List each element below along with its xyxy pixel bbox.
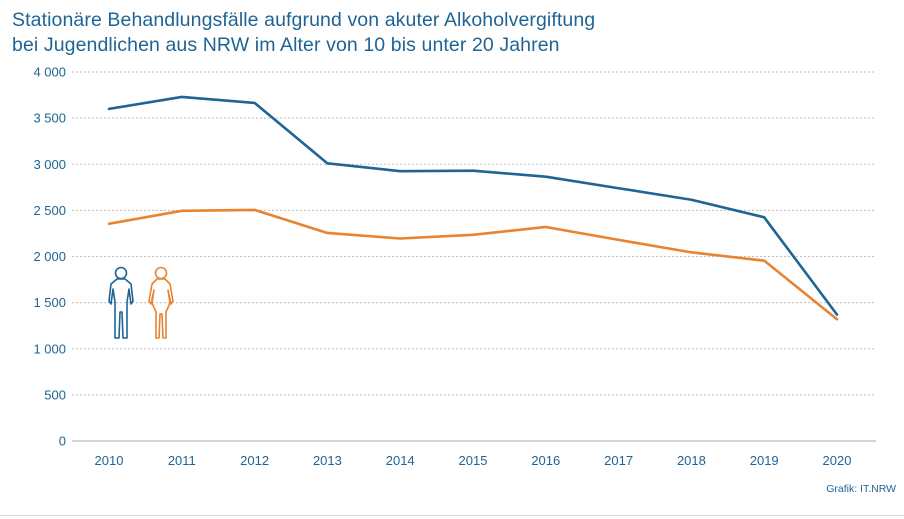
x-tick-label: 2020: [823, 453, 852, 468]
x-axis-ticks: 2010 2011 2012 2013 2014 2015 2016 2017 2018 2019…: [95, 453, 852, 468]
chart-title-line-1: Stationäre Behandlungsfälle aufgrund von…: [12, 9, 596, 31]
y-tick-label: 0: [59, 434, 66, 449]
x-tick-label: 2010: [95, 453, 124, 468]
chart-title-line-2: bei Jugendlichen aus NRW im Alter von 10…: [12, 34, 560, 56]
x-tick-label: 2016: [531, 453, 560, 468]
y-axis-ticks: 0 500 1 000 1 500 2 000 2 500 3 000 3 500 4 000: [33, 65, 66, 449]
y-tick-label: 1 500: [33, 295, 66, 310]
x-tick-label: 2018: [677, 453, 706, 468]
x-tick-label: 2014: [386, 453, 415, 468]
y-tick-label: 1 000: [33, 341, 66, 356]
y-tick-label: 2 000: [33, 249, 66, 264]
series-lines: [107, 95, 839, 321]
y-tick-label: 2 500: [33, 203, 66, 218]
series-line-female: [107, 208, 839, 321]
x-tick-label: 2019: [750, 453, 779, 468]
x-tick-label: 2011: [168, 453, 196, 468]
source-credit: Grafik: IT.NRW: [826, 483, 896, 495]
x-tick-label: 2013: [313, 453, 342, 468]
male-figure-icon: [108, 266, 134, 339]
female-figure-icon: [148, 266, 174, 339]
y-tick-label: 4 000: [33, 65, 66, 80]
chart-title: Stationäre Behandlungsfälle aufgrund von…: [12, 8, 595, 58]
x-tick-label: 2015: [459, 453, 488, 468]
y-tick-label: 500: [44, 387, 66, 402]
x-tick-label: 2012: [240, 453, 269, 468]
y-tick-label: 3 500: [33, 111, 66, 126]
bottom-divider: [0, 515, 904, 516]
series-line-male: [107, 95, 839, 316]
x-tick-label: 2017: [604, 453, 633, 468]
y-tick-label: 3 000: [33, 157, 66, 172]
gridlines: [72, 71, 876, 396]
